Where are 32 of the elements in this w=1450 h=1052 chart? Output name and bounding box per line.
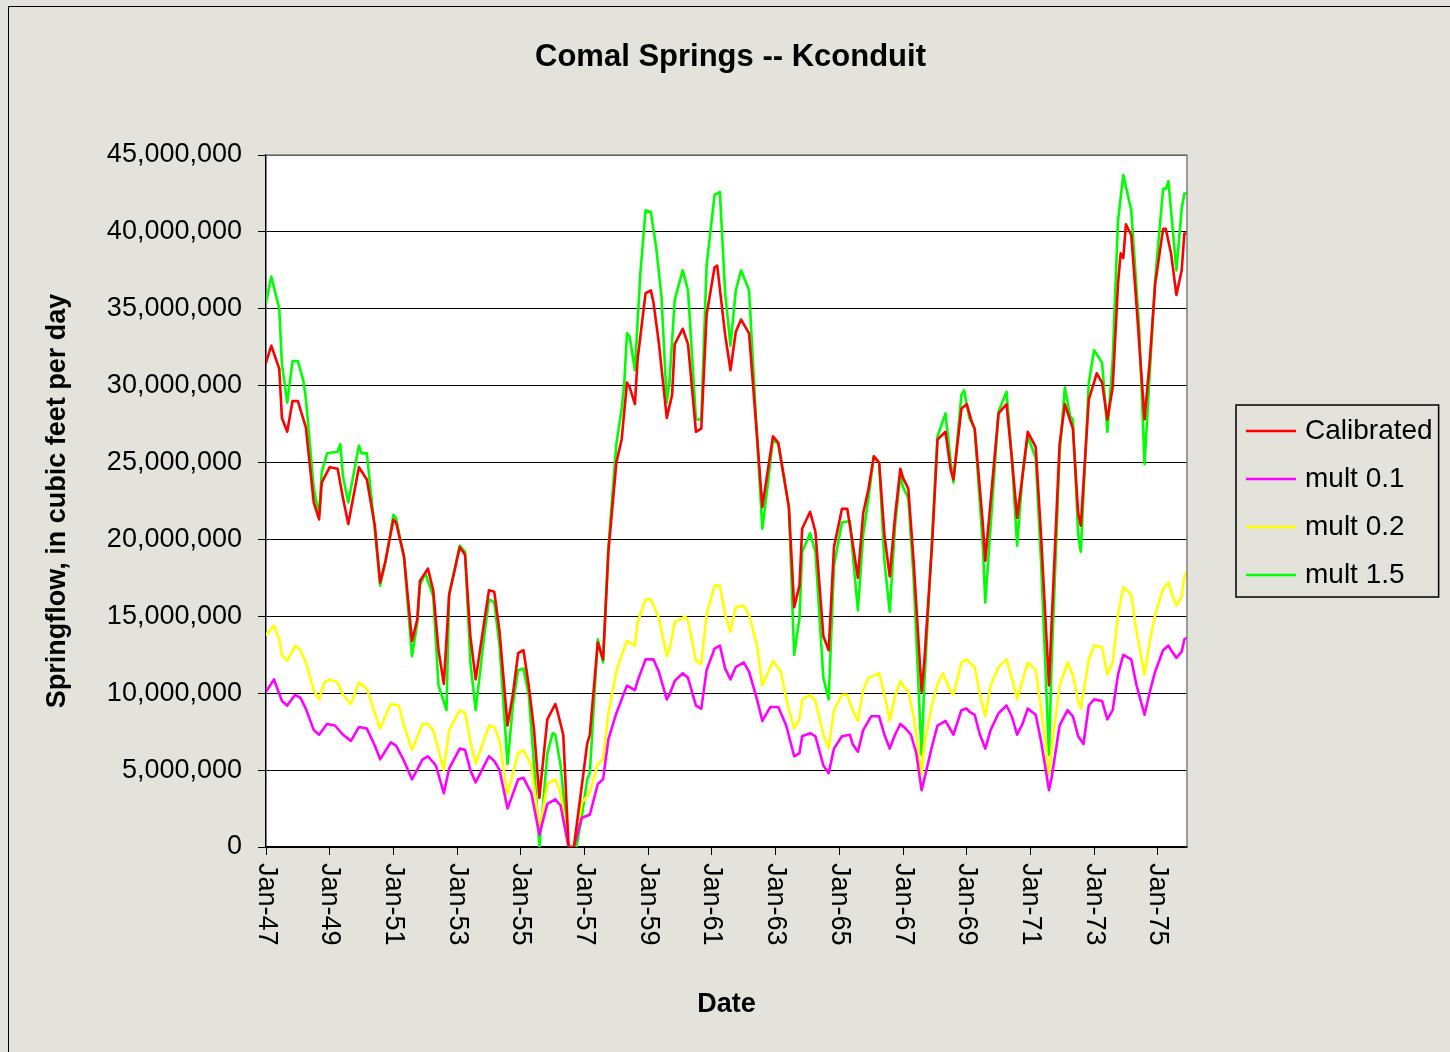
x-tick-label: Jan-71	[1016, 863, 1047, 946]
x-tick-label: Jan-51	[379, 863, 410, 946]
x-tick-label: Jan-57	[571, 863, 602, 946]
x-axis-title: Date	[697, 988, 756, 1019]
y-tick-label: 30,000,000	[106, 369, 242, 400]
x-tick-label: Jan-63	[762, 863, 793, 946]
x-tick-label: Jan-75	[1144, 863, 1175, 946]
legend-label: mult 1.5	[1305, 557, 1405, 589]
y-tick-label: 35,000,000	[106, 292, 242, 323]
x-tick-label: Jan-55	[507, 863, 538, 946]
chart-title: Comal Springs -- Kconduit	[535, 37, 926, 73]
y-tick-label: 40,000,000	[106, 215, 242, 246]
y-tick-label: 15,000,000	[106, 599, 242, 630]
x-tick-label: Jan-59	[634, 863, 665, 946]
y-tick-label: 5,000,000	[121, 753, 242, 784]
x-tick-label: Jan-67	[889, 863, 920, 946]
y-tick-label: 10,000,000	[106, 676, 242, 707]
legend-label: mult 0.2	[1305, 509, 1405, 541]
x-tick-label: Jan-49	[316, 863, 347, 946]
y-tick-label: 25,000,000	[106, 446, 242, 477]
y-axis-title: Springflow, in cubic feet per day	[41, 293, 72, 709]
y-tick-label: 0	[226, 830, 242, 861]
x-tick-label: Jan-65	[825, 863, 856, 946]
y-tick-label: 20,000,000	[106, 522, 242, 553]
x-tick-label: Jan-47	[252, 863, 283, 946]
y-tick-label: 45,000,000	[106, 138, 242, 169]
x-tick-label: Jan-53	[443, 863, 474, 946]
x-tick-label: Jan-73	[1080, 863, 1111, 946]
legend-label: Calibrated	[1305, 413, 1433, 445]
x-tick-label: Jan-69	[953, 863, 984, 946]
x-tick-label: Jan-61	[698, 863, 729, 946]
legend-label: mult 0.1	[1305, 461, 1405, 493]
